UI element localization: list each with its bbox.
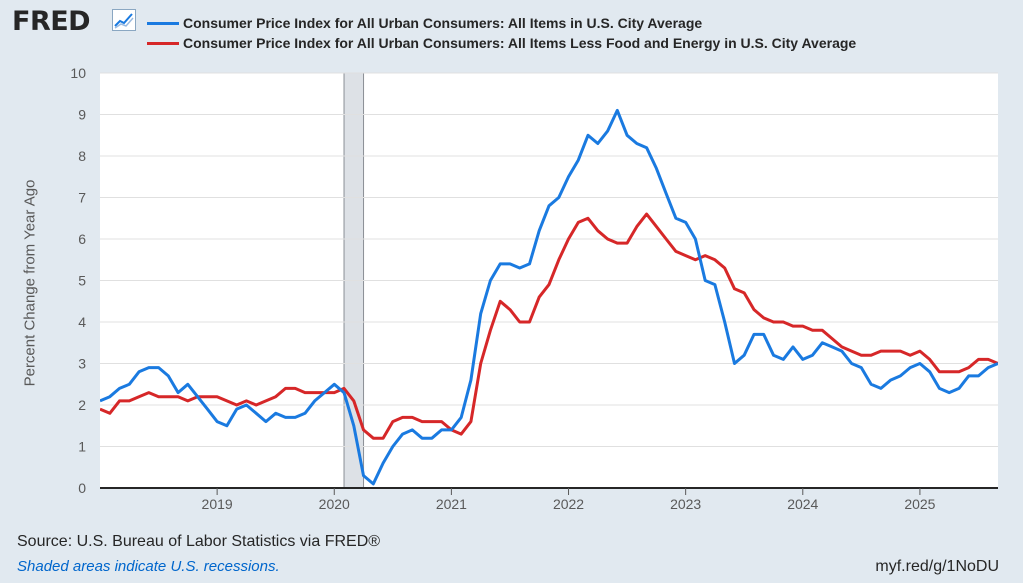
legend-label-cpi-all: Consumer Price Index for All Urban Consu… <box>183 15 703 31</box>
y-tick-label: 9 <box>78 107 86 123</box>
y-tick-label: 5 <box>78 273 86 289</box>
x-tick-label: 2025 <box>904 496 935 512</box>
y-tick-label: 0 <box>78 480 86 496</box>
line-chart-icon <box>112 9 136 31</box>
y-tick-label: 1 <box>78 439 86 455</box>
legend-label-cpi-core: Consumer Price Index for All Urban Consu… <box>183 35 857 51</box>
x-tick-label: 2022 <box>553 496 584 512</box>
y-tick-label: 3 <box>78 356 86 372</box>
x-tick-label: 2020 <box>319 496 350 512</box>
legend-swatch-cpi-core <box>147 41 179 45</box>
source-note: Source: U.S. Bureau of Labor Statistics … <box>17 533 381 550</box>
x-tick-label: 2021 <box>436 496 467 512</box>
fred-logo[interactable]: FRED <box>12 6 91 37</box>
short-link[interactable]: myf.red/g/1NoDU <box>875 558 999 575</box>
series-line-cpi-all <box>100 108 998 486</box>
chart-legend: Consumer Price Index for All Urban Consu… <box>147 13 856 53</box>
x-tick-label: 2024 <box>787 496 818 512</box>
y-tick-label: 10 <box>70 65 86 81</box>
legend-swatch-cpi-all <box>147 21 179 25</box>
series-line-cpi-core <box>100 212 998 440</box>
y-tick-label: 8 <box>78 148 86 164</box>
y-tick-label: 6 <box>78 231 86 247</box>
legend-item-cpi-all[interactable]: Consumer Price Index for All Urban Consu… <box>147 13 856 33</box>
y-tick-label: 4 <box>78 314 86 330</box>
legend-item-cpi-core[interactable]: Consumer Price Index for All Urban Consu… <box>147 33 856 53</box>
y-tick-label: 7 <box>78 190 86 206</box>
x-tick-label: 2023 <box>670 496 701 512</box>
y-tick-label: 2 <box>78 397 86 413</box>
recession-note: Shaded areas indicate U.S. recessions. <box>17 558 280 575</box>
x-tick-label: 2019 <box>202 496 233 512</box>
